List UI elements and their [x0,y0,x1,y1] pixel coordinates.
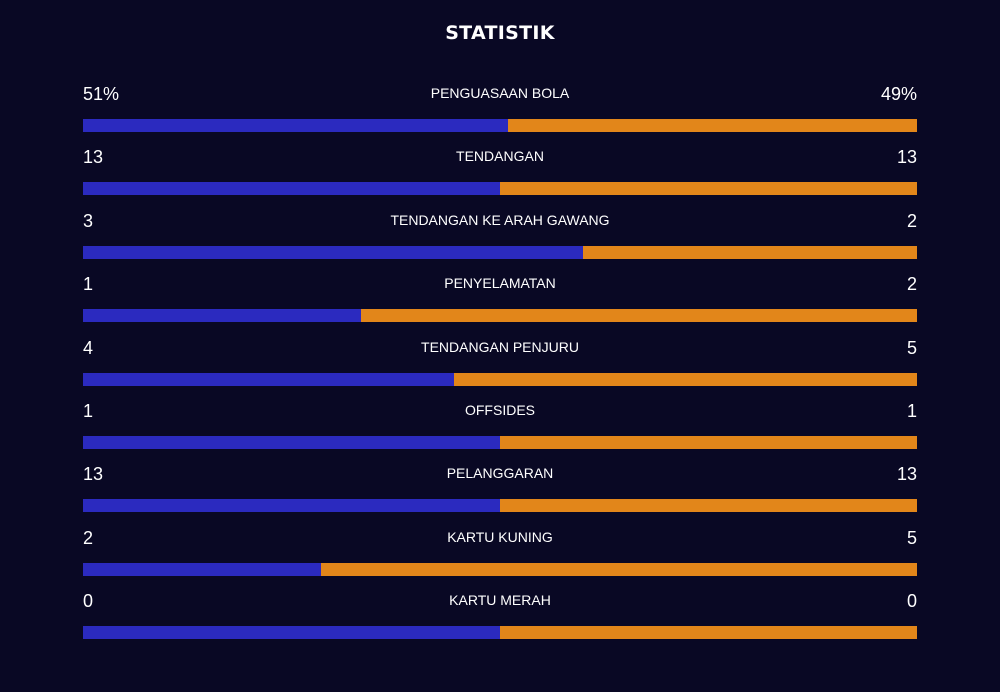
home-value: 1 [83,400,94,421]
away-value: 13 [896,147,917,168]
stat-bar [83,245,917,259]
stat-row-yellow-cards: 2 KARTU KUNING 5 [83,524,917,587]
home-value: 0 [83,591,94,612]
away-bar-fill [500,435,917,449]
stat-bar [83,372,917,386]
away-value: 49% [880,84,917,104]
home-bar-fill [83,245,584,259]
stats-title: STATISTIK [445,22,555,44]
stat-label: TENDANGAN KE ARAH GAWANG [390,211,610,228]
stat-row-shots: 13 TENDANGAN 13 [83,143,917,206]
home-bar-fill [83,499,500,513]
stat-bar [83,626,917,640]
stat-label: PENGUASAAN BOLA [430,85,570,101]
stat-row-shots-on-target: 3 TENDANGAN KE ARAH GAWANG 2 [83,207,917,270]
stat-label: KARTU MERAH [449,592,551,609]
stat-label: PENYELAMATAN [444,275,556,292]
stat-label: PELANGGARAN [446,465,554,482]
stat-bar [83,499,917,513]
away-value: 2 [906,274,917,295]
away-value: 5 [906,337,917,358]
stats-list: 51% PENGUASAAN BOLA 49% 13 TENDANGAN 13 … [83,80,917,651]
home-value: 4 [83,337,94,358]
home-bar-fill [83,435,500,449]
home-value: 51% [83,84,120,104]
away-value: 1 [906,400,917,421]
home-value: 3 [83,210,94,231]
home-bar-fill [83,309,361,323]
away-bar-fill [360,309,917,323]
home-bar-fill [83,626,500,640]
stat-row-fouls: 13 PELANGGARAN 13 [83,460,917,523]
away-bar-fill [500,182,917,196]
away-value: 13 [896,464,917,485]
stat-row-corners: 4 TENDANGAN PENJURU 5 [83,334,917,397]
stat-row-offsides: 1 OFFSIDES 1 [83,397,917,460]
home-value: 2 [83,527,94,548]
stat-label: OFFSIDES [464,401,535,418]
stat-bar [83,562,917,576]
away-value: 2 [906,210,917,231]
away-bar-fill [453,372,917,386]
home-value: 13 [83,464,104,485]
stat-label: KARTU KUNING [447,528,553,545]
home-bar-fill [83,372,454,386]
stat-bar [83,435,917,449]
away-bar-fill [508,119,917,132]
stat-label: TENDANGAN [456,148,544,165]
away-bar-fill [500,626,917,640]
stat-bar [83,119,917,132]
stat-bar [83,182,917,196]
away-value: 5 [906,527,917,548]
stat-bar [83,309,917,323]
away-bar-fill [583,245,917,259]
stat-row-saves: 1 PENYELAMATAN 2 [83,270,917,333]
home-value: 13 [83,147,104,168]
home-bar-fill [83,119,509,132]
away-value: 0 [906,591,917,612]
stat-row-red-cards: 0 KARTU MERAH 0 [83,587,917,650]
home-bar-fill [83,182,500,196]
stat-label: TENDANGAN PENJURU [421,338,579,355]
away-bar-fill [500,499,917,513]
home-value: 1 [83,274,94,295]
home-bar-fill [83,562,322,576]
away-bar-fill [321,562,917,576]
stat-row-possession: 51% PENGUASAAN BOLA 49% [83,80,917,143]
